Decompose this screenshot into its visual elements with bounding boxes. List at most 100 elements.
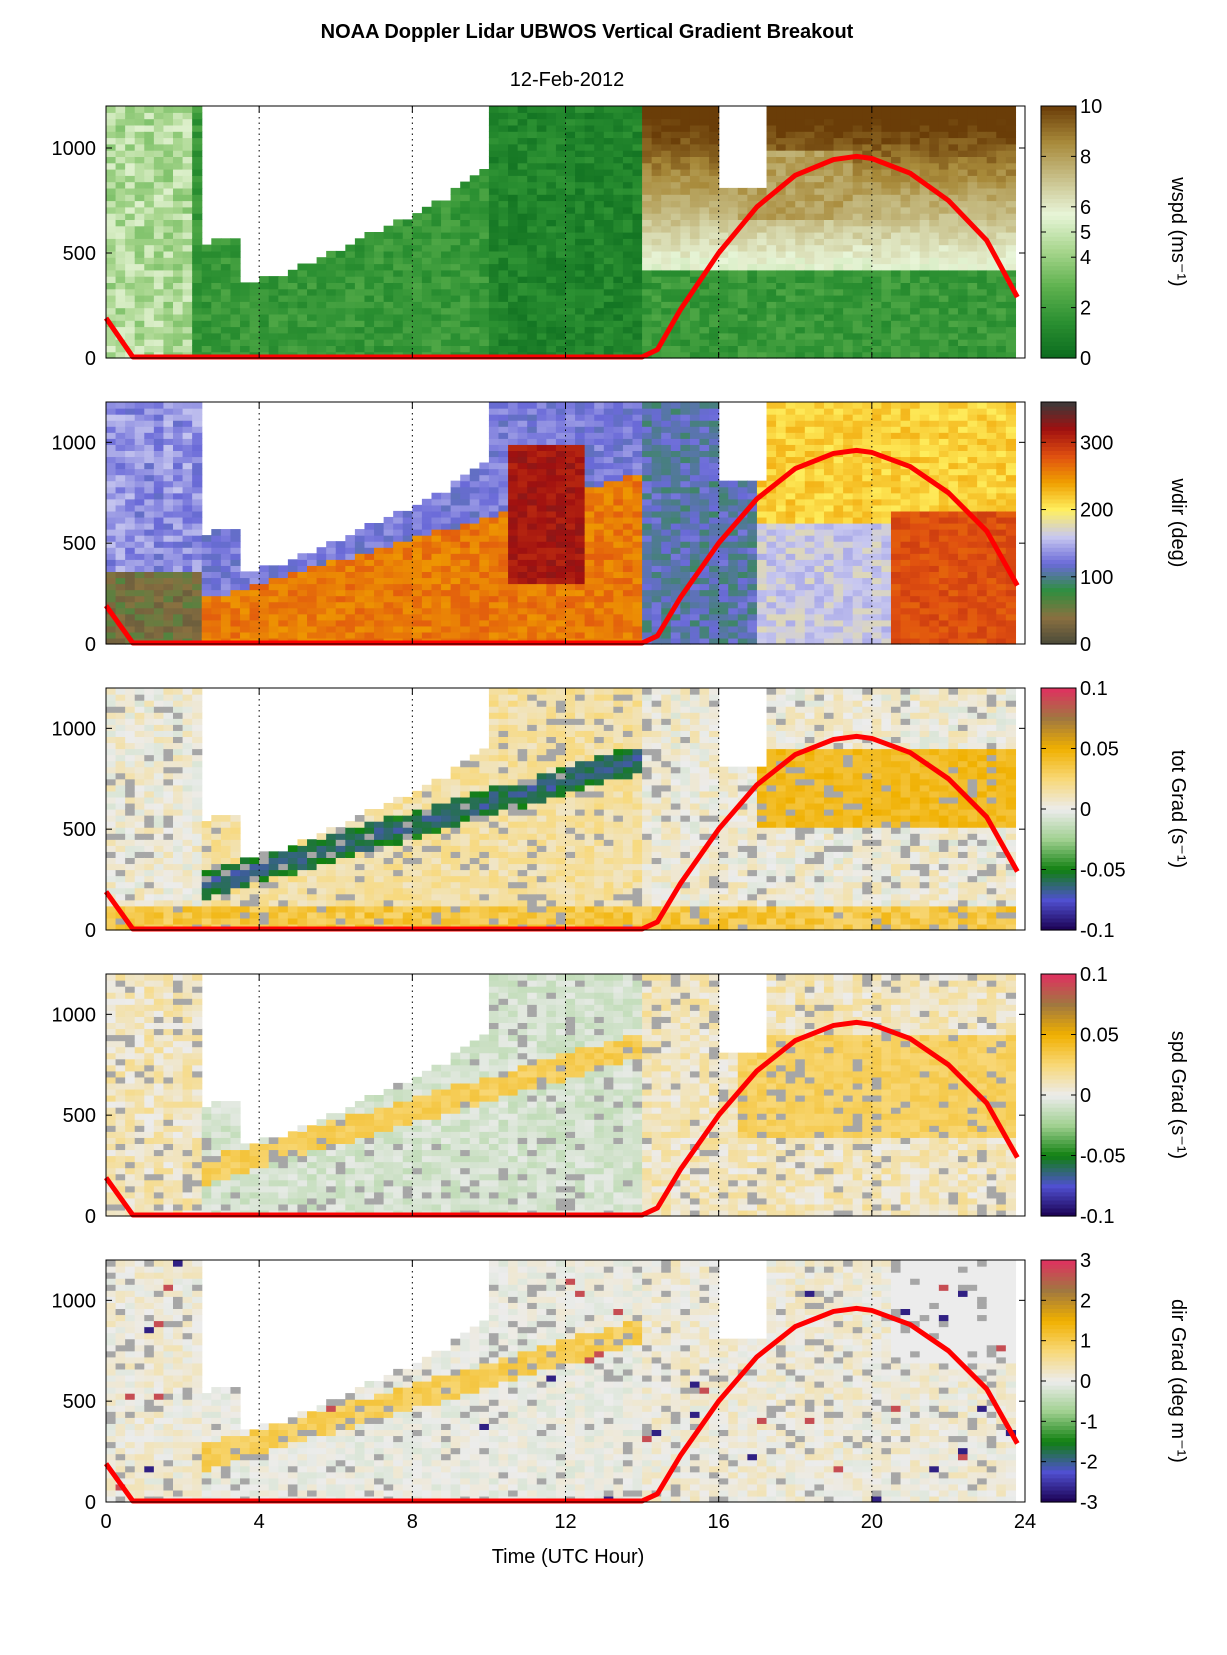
heatmap-cell — [479, 206, 490, 214]
heatmap-cell — [546, 238, 557, 246]
heatmap-cell — [106, 577, 117, 585]
heatmap-cell — [642, 282, 653, 290]
heatmap-cell — [211, 535, 222, 542]
heatmap-cell — [498, 175, 509, 183]
heatmap-cell — [833, 162, 844, 170]
heatmap-cell — [488, 143, 500, 151]
heatmap-cell — [460, 492, 471, 500]
heatmap-cell — [106, 276, 117, 283]
heatmap-cell — [555, 589, 567, 597]
heatmap-cell — [316, 607, 327, 615]
heatmap-cell — [622, 432, 634, 439]
heatmap-cell — [431, 516, 442, 524]
heatmap-cell — [106, 523, 117, 530]
heatmap-cell — [622, 150, 634, 157]
heatmap-cell — [335, 595, 346, 603]
heatmap-cell — [144, 535, 155, 542]
heatmap-cell — [776, 282, 787, 290]
heatmap-cell — [173, 631, 184, 639]
heatmap-cell — [345, 601, 356, 609]
heatmap-cell — [211, 326, 222, 334]
heatmap-cell — [948, 351, 959, 359]
heatmap-cell — [632, 547, 643, 554]
heatmap-cell — [555, 414, 567, 421]
heatmap-cell — [364, 565, 375, 572]
heatmap-cell — [106, 462, 117, 470]
heatmap-cell — [527, 137, 538, 145]
heatmap-cell — [670, 238, 681, 246]
heatmap-cell — [498, 313, 509, 321]
heatmap-cell — [603, 619, 614, 627]
heatmap-cell — [192, 150, 203, 157]
heatmap-cell — [450, 595, 461, 603]
heatmap-cell — [393, 345, 404, 353]
heatmap-cell — [479, 263, 490, 271]
heatmap-cell — [192, 345, 203, 353]
heatmap-cell — [479, 601, 490, 609]
heatmap-cell — [565, 194, 576, 202]
heatmap-cell — [632, 219, 643, 227]
heatmap-cell — [153, 112, 165, 120]
heatmap-cell — [192, 250, 203, 258]
heatmap-cell — [603, 438, 614, 445]
heatmap-cell — [1005, 106, 1017, 113]
heatmap-cell — [594, 516, 605, 524]
heatmap-cell — [469, 601, 480, 609]
heatmap-cell — [919, 169, 930, 176]
heatmap-cell — [316, 631, 327, 639]
heatmap-cell — [536, 541, 547, 548]
heatmap-cell — [546, 613, 557, 621]
heatmap-cell — [460, 213, 471, 220]
heatmap-cell — [182, 613, 193, 621]
heatmap-cell — [220, 577, 232, 585]
heatmap-cell — [536, 232, 547, 239]
heatmap-cell — [153, 225, 165, 233]
heatmap-cell — [144, 450, 155, 458]
heatmap-cell — [374, 607, 385, 615]
heatmap-cell — [661, 468, 672, 476]
heatmap-cell — [173, 200, 184, 208]
heatmap-cell — [469, 332, 480, 340]
heatmap-cell — [182, 601, 193, 609]
heatmap-cell — [421, 607, 433, 615]
heatmap-cell — [584, 118, 595, 126]
heatmap-cell — [153, 162, 165, 170]
heatmap-cell — [517, 194, 528, 202]
heatmap-cell — [469, 474, 480, 482]
heatmap-cell — [345, 607, 356, 615]
heatmap-cell — [144, 326, 155, 334]
heatmap-cell — [661, 516, 672, 524]
heatmap-cell — [460, 250, 471, 258]
heatmap-cell — [594, 450, 605, 458]
heatmap-cell — [402, 307, 413, 315]
heatmap-cell — [354, 295, 366, 302]
heatmap-cell — [642, 631, 653, 639]
heatmap-cell — [163, 200, 174, 208]
heatmap-cell — [106, 250, 117, 258]
heatmap-cell — [555, 432, 567, 439]
heatmap-cell — [441, 547, 452, 554]
heatmap-cell — [441, 541, 452, 548]
heatmap-cell — [106, 619, 117, 627]
heatmap-cell — [1005, 320, 1017, 328]
heatmap-cell — [613, 295, 624, 302]
heatmap-cell — [622, 529, 634, 536]
heatmap-cell — [134, 313, 145, 321]
heatmap-cell — [938, 181, 950, 189]
heatmap-cell — [594, 301, 605, 309]
heatmap-cell — [622, 238, 634, 246]
heatmap-cell — [670, 339, 681, 346]
heatmap-cell — [957, 339, 969, 346]
heatmap-cell — [565, 320, 576, 328]
heatmap-cell — [192, 332, 203, 340]
heatmap-cell — [651, 619, 662, 627]
heatmap-cell — [622, 577, 634, 585]
heatmap-cell — [517, 631, 528, 639]
heatmap-cell — [699, 313, 710, 321]
heatmap-cell — [900, 295, 911, 302]
colorbar-segment — [1041, 232, 1076, 237]
heatmap-cell — [354, 263, 366, 271]
heatmap-cell — [622, 541, 634, 548]
colorbar-tick-label: 5 — [1080, 222, 1091, 244]
heatmap-cell — [278, 307, 289, 315]
